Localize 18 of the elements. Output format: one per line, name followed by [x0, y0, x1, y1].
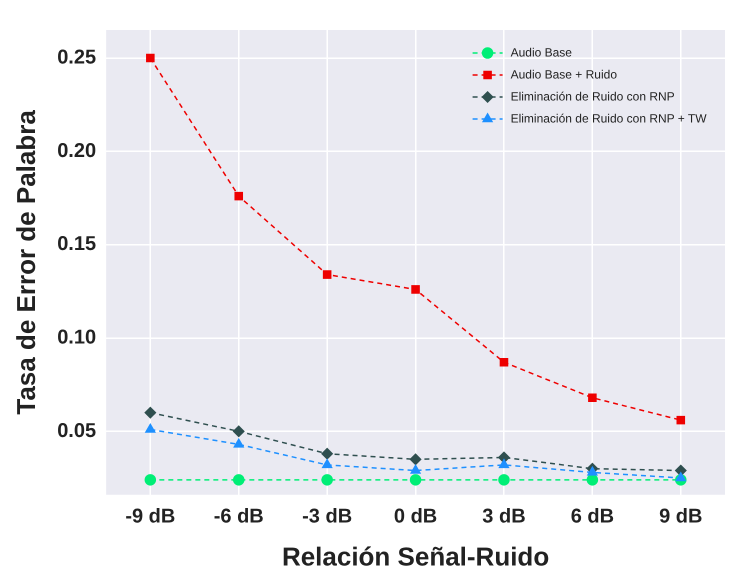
legend-label: Audio Base: [510, 45, 572, 60]
x-tick-label: 3 dB: [482, 505, 526, 528]
y-tick-label: 0.05: [57, 420, 96, 442]
y-tick-label: 0.20: [57, 140, 96, 162]
y-axis-title: Tasa de Error de Palabra: [10, 110, 41, 415]
x-tick-label: -6 dB: [214, 505, 264, 528]
legend-label: Audio Base + Ruido: [510, 67, 618, 82]
y-tick-label: 0.10: [57, 326, 96, 349]
y-tick-label: 0.25: [57, 46, 96, 69]
y-tick-label: 0.15: [57, 233, 96, 256]
x-axis-title: Relación Señal-Ruido: [282, 542, 550, 572]
legend-label: Eliminación de Ruido con RNP + TW: [510, 111, 708, 126]
x-tick-label: -9 dB: [125, 505, 176, 528]
x-tick-label: -3 dB: [302, 505, 352, 528]
x-tick-label: 9 dB: [659, 505, 702, 528]
x-tick-label: 0 dB: [394, 505, 438, 528]
x-tick-label: 6 dB: [570, 505, 614, 528]
legend-label: Eliminación de Ruido con RNP: [510, 89, 675, 104]
